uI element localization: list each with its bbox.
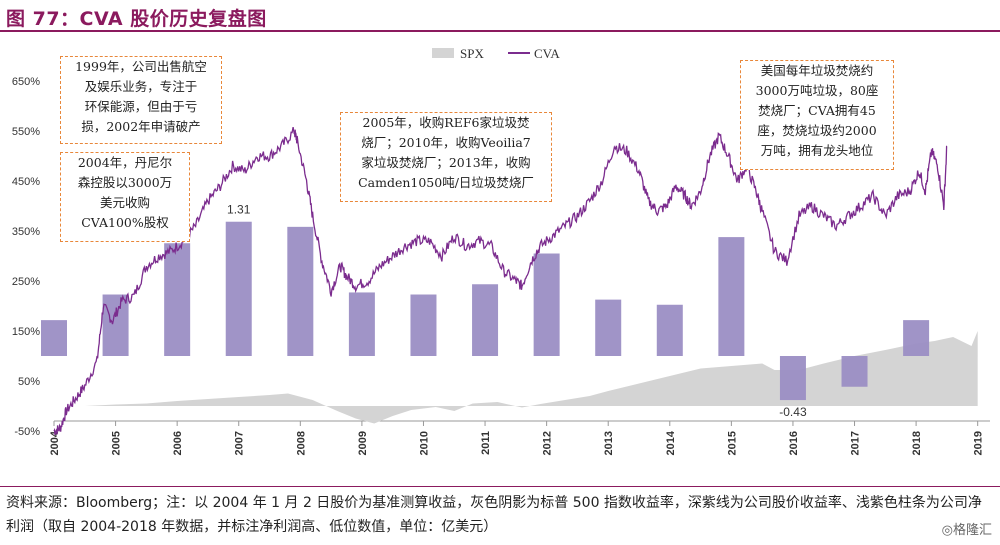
x-tick-label: 2007	[234, 431, 246, 455]
profit-bar	[656, 304, 683, 356]
profit-bar	[225, 221, 252, 356]
stock-history-chart: 650% 550% 450% 350% 250% 150% 50% -50% 2004 2005 2…	[12, 46, 990, 455]
figure-title: 图 77：CVA 股价历史复盘图	[6, 8, 267, 30]
y-tick-label: 250%	[12, 276, 40, 288]
x-tick-label: 2004	[49, 430, 61, 455]
bar-value-label: 1.31	[227, 203, 251, 217]
profit-bars	[41, 221, 930, 401]
y-tick-label: -50%	[14, 426, 40, 438]
title-divider	[0, 30, 1000, 32]
annotation-line: CVA100%股权	[81, 215, 169, 230]
chart-labels: 1.31 -0.43	[227, 203, 807, 419]
annotation-line: 座，焚烧垃圾约2000	[757, 123, 877, 138]
annotation-line: 焚烧厂；CVA拥有45	[758, 103, 876, 118]
annotation-line: 及娱乐业务，专注于	[84, 79, 198, 94]
profit-bar	[102, 294, 129, 356]
annotation-line: 环保能源，但由于亏	[84, 99, 198, 114]
legend-swatch-spx	[432, 48, 454, 58]
y-tick-label: 50%	[18, 376, 40, 388]
profit-bar	[779, 356, 806, 401]
legend-label-cva: CVA	[534, 46, 560, 61]
annotation-line: 美国每年垃圾焚烧约	[760, 63, 874, 78]
x-tick-label: 2013	[603, 431, 615, 455]
x-tick-label: 2012	[542, 431, 554, 455]
annotation-line: 损，2002年申请破产	[81, 119, 201, 134]
annotation-line: Camden1050吨/日垃圾焚烧厂	[358, 175, 534, 190]
source-note: 资料来源：Bloomberg；注：以 2004 年 1 月 2 日股价为基准测算…	[6, 495, 982, 535]
annotation-1999: 1999年，公司出售航空 及娱乐业务，专注于 环保能源，但由于亏 损，2002年申请破…	[60, 56, 222, 144]
source-divider	[0, 486, 1000, 487]
profit-bar	[348, 292, 375, 356]
x-tick-label: 2018	[911, 431, 923, 455]
annotation-line: 家垃圾焚烧厂；2013年，收购	[361, 155, 531, 170]
annotation-line: 美元收购	[99, 195, 150, 210]
watermark-logo: ◎格隆汇	[941, 523, 992, 538]
y-tick-label: 450%	[12, 176, 40, 188]
annotation-market: 美国每年垃圾焚烧约 3000万吨垃圾，80座 焚烧厂；CVA拥有45 座，焚烧垃圾约2…	[740, 60, 894, 170]
spx-area	[54, 331, 978, 424]
x-tick-label: 2019	[973, 431, 985, 455]
x-tick-label: 2005	[111, 431, 123, 455]
profit-bar	[595, 299, 622, 356]
annotation-line: 2004年，丹尼尔	[77, 155, 173, 170]
profit-bar	[410, 294, 437, 356]
x-tick-label: 2016	[788, 431, 800, 455]
x-tick-label: 2014	[665, 430, 677, 455]
x-tick-label: 2011	[480, 431, 492, 455]
profit-bar	[903, 320, 930, 356]
annotation-acquisitions: 2005年，收购REF6家垃圾焚 烧厂；2010年，收购Veoilia7 家垃圾焚烧…	[340, 112, 552, 202]
spx-area-shape	[54, 331, 978, 424]
x-tick-label: 2017	[850, 431, 862, 455]
chart-axes: 650% 550% 450% 350% 250% 150% 50% -50% 2004 2005 2…	[12, 76, 990, 455]
annotation-2004: 2004年，丹尼尔 森控股以3000万 美元收购 CVA100%股权	[60, 152, 190, 242]
y-tick-label: 650%	[12, 76, 40, 88]
profit-bar	[841, 356, 868, 387]
y-tick-label: 550%	[12, 126, 40, 138]
cva-line	[53, 126, 948, 435]
bar-value-label: -0.43	[779, 405, 807, 419]
annotation-line: 3000万吨垃圾，80座	[755, 83, 879, 98]
cva-line-path	[53, 126, 948, 435]
y-tick-label: 150%	[12, 326, 40, 338]
chart-legend: SPX CVA	[432, 46, 560, 61]
annotation-line: 万吨，拥有龙头地位	[760, 143, 874, 158]
y-tick-label: 350%	[12, 226, 40, 238]
profit-bar	[164, 243, 191, 356]
annotation-line: 2005年，收购REF6家垃圾焚	[362, 115, 530, 130]
annotation-line: 烧厂；2010年，收购Veoilia7	[361, 135, 531, 150]
profit-bar	[718, 237, 745, 356]
profit-bar	[533, 253, 560, 356]
profit-bar	[472, 284, 499, 356]
legend-label-spx: SPX	[460, 46, 484, 61]
annotation-line: 1999年，公司出售航空	[75, 59, 207, 74]
x-tick-label: 2010	[418, 431, 430, 455]
x-tick-label: 2008	[295, 431, 307, 455]
annotation-line: 森控股以3000万	[77, 175, 173, 190]
x-tick-label: 2006	[172, 431, 184, 455]
x-tick-label: 2015	[726, 431, 738, 455]
x-tick-label: 2009	[357, 431, 369, 455]
profit-bar	[287, 226, 314, 356]
profit-bar	[41, 320, 67, 356]
